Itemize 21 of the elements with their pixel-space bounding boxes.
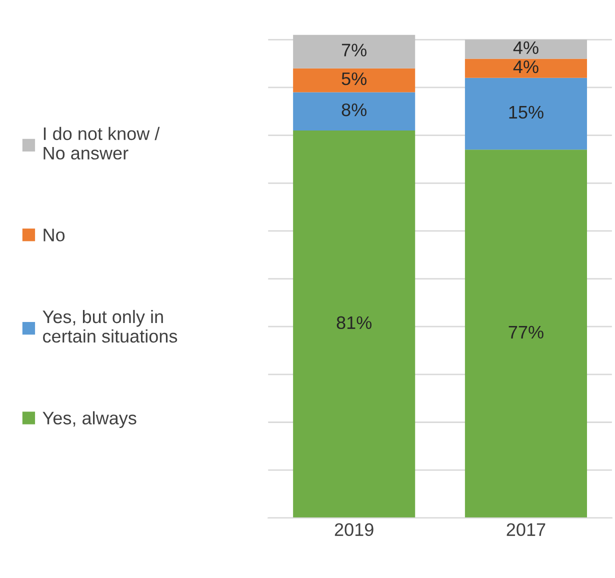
data-label: 15% [509, 106, 544, 119]
legend-label: No [44, 228, 65, 242]
x-tick-label: 2019 [334, 523, 374, 536]
bar [464, 58, 587, 78]
legend-label: Yes, always [42, 411, 136, 428]
x-tick-label: 2017 [506, 523, 546, 536]
data-label: 4% [513, 41, 538, 54]
legend-label: I do not know / No answer [44, 126, 160, 160]
bar [293, 34, 416, 68]
data-label: 7% [342, 44, 366, 56]
data-label: 5% [342, 72, 366, 86]
bar [293, 68, 416, 92]
data-label: 77% [508, 326, 544, 339]
data-label: 81% [336, 316, 372, 330]
bar [293, 92, 416, 131]
legend-label: Yes, but only in certain situations [42, 310, 178, 343]
bar [464, 78, 587, 150]
bar [464, 150, 587, 518]
data-label: 8% [342, 103, 366, 116]
bar [464, 40, 587, 59]
data-label: 4% [513, 60, 538, 74]
